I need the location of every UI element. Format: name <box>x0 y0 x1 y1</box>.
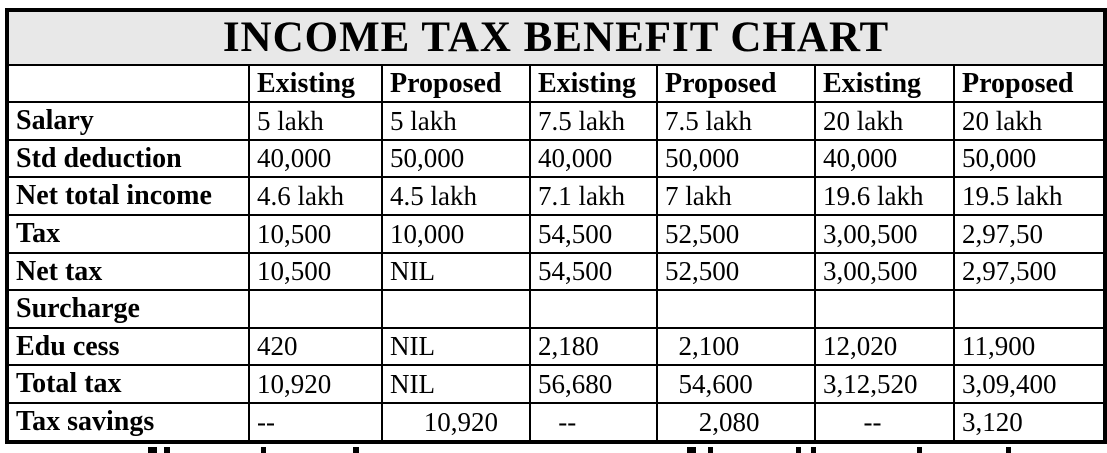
table-row-surcharge: Surcharge <box>6 289 1107 329</box>
cell-total-tax-proposed-1: NIL <box>381 364 531 404</box>
cell-tax-proposed-3: 2,97,50 <box>952 213 1107 254</box>
cell-net-tax-existing-3: 3,00,500 <box>814 251 955 292</box>
cell-net-total-income-existing-3: 19.6 lakh <box>814 176 955 216</box>
cell-net-tax-proposed-3: 2,97,500 <box>952 251 1107 292</box>
cell-edu-cess-proposed-3: 11,900 <box>952 326 1107 367</box>
cell-net-total-income-proposed-1: 4.5 lakh <box>381 176 531 216</box>
cell-total-tax-existing-1: 10,920 <box>248 364 383 404</box>
cell-surcharge-existing-1 <box>248 289 383 329</box>
text-fragment <box>796 447 801 453</box>
cell-net-tax-proposed-2: 52,500 <box>656 251 816 292</box>
cell-tax-savings-existing-3: -- <box>814 401 955 443</box>
cell-net-total-income-proposed-3: 19.5 lakh <box>952 176 1107 216</box>
table-row-tax: Tax 10,500 10,000 54,500 52,500 3,00,500… <box>6 213 1107 254</box>
cell-edu-cess-proposed-2: 2,100 <box>656 326 816 367</box>
cell-salary-proposed-1: 5 lakh <box>381 101 531 141</box>
row-label-net-total-income: Net total income <box>6 176 250 216</box>
cell-surcharge-existing-2 <box>529 289 658 329</box>
cell-tax-proposed-1: 10,000 <box>381 213 531 254</box>
row-label-surcharge: Surcharge <box>6 289 250 329</box>
header-existing-5lakh: Existing <box>248 63 383 104</box>
cell-tax-savings-proposed-3: 3,120 <box>952 401 1107 443</box>
row-label-tax: Tax <box>6 213 250 254</box>
row-label-edu-cess: Edu cess <box>6 326 250 367</box>
row-label-tax-savings: Tax savings <box>6 401 250 443</box>
text-fragment <box>353 447 359 453</box>
header-proposed-20lakh: Proposed <box>952 63 1107 104</box>
header-existing-7point5lakh: Existing <box>529 63 658 104</box>
table-row-edu-cess: Edu cess 420 NIL 2,180 2,100 12,020 11,9… <box>6 326 1107 367</box>
cell-total-tax-existing-3: 3,12,520 <box>814 364 955 404</box>
row-label-std-deduction: Std deduction <box>6 138 250 179</box>
text-fragment <box>1006 447 1011 453</box>
cell-tax-savings-proposed-1: 10,920 <box>381 401 531 443</box>
table-row-std-deduction: Std deduction 40,000 50,000 40,000 50,00… <box>6 138 1107 179</box>
cell-tax-savings-existing-1: -- <box>248 401 383 443</box>
cell-tax-existing-3: 3,00,500 <box>814 213 955 254</box>
row-label-net-tax: Net tax <box>6 251 250 292</box>
cell-net-tax-existing-1: 10,500 <box>248 251 383 292</box>
table-row-net-total-income: Net total income 4.6 lakh 4.5 lakh 7.1 l… <box>6 176 1107 216</box>
cell-tax-proposed-2: 52,500 <box>656 213 816 254</box>
cell-edu-cess-proposed-1: NIL <box>381 326 531 367</box>
cell-salary-proposed-2: 7.5 lakh <box>656 101 816 141</box>
cell-salary-existing-1: 5 lakh <box>248 101 383 141</box>
text-fragment <box>148 447 157 453</box>
cell-std-deduction-proposed-2: 50,000 <box>656 138 816 179</box>
text-fragment <box>687 447 696 453</box>
text-fragment <box>164 447 170 453</box>
table-row-net-tax: Net tax 10,500 NIL 54,500 52,500 3,00,50… <box>6 251 1107 292</box>
cell-net-total-income-proposed-2: 7 lakh <box>656 176 816 216</box>
cell-std-deduction-existing-3: 40,000 <box>814 138 955 179</box>
cropped-text-fragments <box>0 447 1107 453</box>
cell-net-tax-proposed-1: NIL <box>381 251 531 292</box>
cell-surcharge-proposed-3 <box>952 289 1107 329</box>
cell-net-total-income-existing-2: 7.1 lakh <box>529 176 658 216</box>
cell-net-total-income-existing-1: 4.6 lakh <box>248 176 383 216</box>
income-tax-benefit-table: INCOME TAX BENEFIT CHART Existing Propos… <box>5 8 1107 444</box>
table-header-row: Existing Proposed Existing Proposed Exis… <box>6 63 1107 104</box>
text-fragment <box>811 447 816 453</box>
table-row-salary: Salary 5 lakh 5 lakh 7.5 lakh 7.5 lakh 2… <box>6 101 1107 141</box>
page-title: INCOME TAX BENEFIT CHART <box>5 9 1107 66</box>
cell-surcharge-existing-3 <box>814 289 955 329</box>
cell-tax-savings-proposed-2: 2,080 <box>656 401 816 443</box>
cell-std-deduction-existing-2: 40,000 <box>529 138 658 179</box>
header-blank-cell <box>6 63 250 104</box>
row-label-salary: Salary <box>6 101 250 141</box>
text-fragment <box>917 447 922 453</box>
cell-std-deduction-proposed-1: 50,000 <box>381 138 531 179</box>
text-fragment <box>708 447 713 453</box>
cell-tax-existing-2: 54,500 <box>529 213 658 254</box>
cell-surcharge-proposed-2 <box>656 289 816 329</box>
row-label-total-tax: Total tax <box>6 364 250 404</box>
cell-edu-cess-existing-2: 2,180 <box>529 326 658 367</box>
cell-tax-existing-1: 10,500 <box>248 213 383 254</box>
text-fragment <box>261 447 266 453</box>
cell-net-tax-existing-2: 54,500 <box>529 251 658 292</box>
cell-salary-existing-3: 20 lakh <box>814 101 955 141</box>
table-row-total-tax: Total tax 10,920 NIL 56,680 54,600 3,12,… <box>6 364 1107 404</box>
cell-salary-proposed-3: 20 lakh <box>952 101 1107 141</box>
cell-edu-cess-existing-1: 420 <box>248 326 383 367</box>
cell-salary-existing-2: 7.5 lakh <box>529 101 658 141</box>
cell-total-tax-proposed-2: 54,600 <box>656 364 816 404</box>
header-proposed-5lakh: Proposed <box>381 63 531 104</box>
cell-surcharge-proposed-1 <box>381 289 531 329</box>
cell-std-deduction-existing-1: 40,000 <box>248 138 383 179</box>
header-existing-20lakh: Existing <box>814 63 955 104</box>
cell-total-tax-proposed-3: 3,09,400 <box>952 364 1107 404</box>
cell-total-tax-existing-2: 56,680 <box>529 364 658 404</box>
title-row: INCOME TAX BENEFIT CHART <box>5 9 1107 66</box>
cell-tax-savings-existing-2: -- <box>529 401 658 443</box>
cell-std-deduction-proposed-3: 50,000 <box>952 138 1107 179</box>
table-row-tax-savings: Tax savings -- 10,920 -- 2,080 -- 3,120 <box>6 401 1107 443</box>
header-proposed-7point5lakh: Proposed <box>656 63 816 104</box>
cell-edu-cess-existing-3: 12,020 <box>814 326 955 367</box>
